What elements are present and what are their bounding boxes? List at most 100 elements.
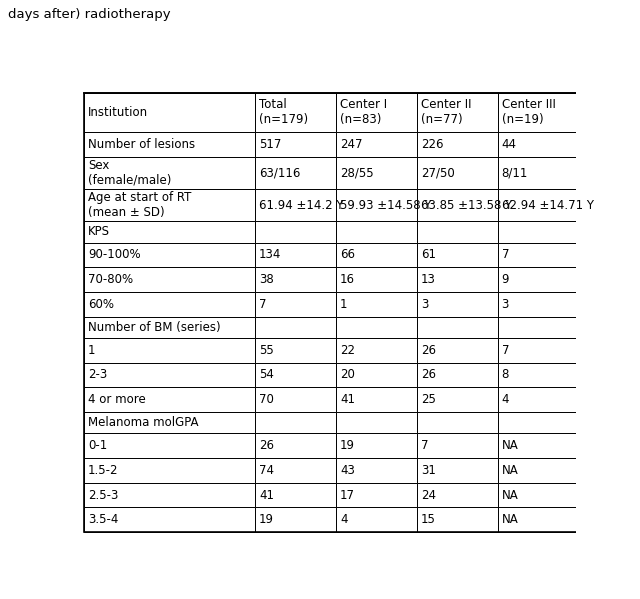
Bar: [498, 362, 579, 388]
Text: 15: 15: [420, 513, 436, 527]
Text: 63.85 ±13.58 Y: 63.85 ±13.58 Y: [420, 199, 512, 211]
Bar: [498, 93, 579, 132]
Text: NA: NA: [502, 489, 518, 501]
Text: 25: 25: [420, 393, 436, 406]
Text: 8/11: 8/11: [502, 167, 528, 179]
Bar: [255, 388, 336, 412]
Text: 7: 7: [502, 344, 509, 357]
Text: 0-1: 0-1: [88, 439, 107, 452]
Text: 8: 8: [502, 368, 509, 382]
Text: 517: 517: [259, 138, 282, 151]
Bar: [336, 267, 417, 292]
Bar: [498, 388, 579, 412]
Text: 1.5-2: 1.5-2: [88, 464, 118, 477]
Bar: [498, 189, 579, 221]
Text: 17: 17: [340, 489, 355, 501]
Bar: [84, 433, 255, 458]
Text: Center II
(n=77): Center II (n=77): [420, 98, 471, 126]
Text: Sex
(female/male): Sex (female/male): [88, 159, 172, 187]
Bar: [417, 267, 498, 292]
Bar: [255, 433, 336, 458]
Bar: [255, 132, 336, 157]
Bar: [417, 317, 498, 338]
Bar: [498, 292, 579, 317]
Text: 226: 226: [420, 138, 444, 151]
Text: 60%: 60%: [88, 298, 114, 311]
Bar: [255, 507, 336, 532]
Bar: [417, 362, 498, 388]
Bar: [255, 458, 336, 483]
Text: 7: 7: [420, 439, 428, 452]
Bar: [336, 317, 417, 338]
Text: 54: 54: [259, 368, 274, 382]
Bar: [498, 132, 579, 157]
Text: 247: 247: [340, 138, 362, 151]
Text: 4 or more: 4 or more: [88, 393, 146, 406]
Text: 70-80%: 70-80%: [88, 273, 133, 286]
Bar: [336, 458, 417, 483]
Text: 43: 43: [340, 464, 355, 477]
Text: NA: NA: [502, 513, 518, 527]
Text: 66: 66: [340, 249, 355, 261]
Text: 63/116: 63/116: [259, 167, 300, 179]
Bar: [84, 243, 255, 267]
Bar: [84, 189, 255, 221]
Text: days after) radiotherapy: days after) radiotherapy: [8, 8, 171, 22]
Bar: [255, 189, 336, 221]
Text: NA: NA: [502, 439, 518, 452]
Bar: [417, 388, 498, 412]
Bar: [498, 221, 579, 243]
Bar: [336, 388, 417, 412]
Bar: [498, 483, 579, 507]
Text: NA: NA: [502, 464, 518, 477]
Text: 55: 55: [259, 344, 274, 357]
Text: 59.93 ±14.58 Y: 59.93 ±14.58 Y: [340, 199, 431, 211]
Text: 4: 4: [502, 393, 509, 406]
Text: 2-3: 2-3: [88, 368, 107, 382]
Bar: [84, 412, 255, 433]
Bar: [255, 221, 336, 243]
Text: 9: 9: [502, 273, 509, 286]
Text: 3: 3: [502, 298, 509, 311]
Bar: [336, 221, 417, 243]
Bar: [84, 362, 255, 388]
Text: 61.94 ±14.2 Y: 61.94 ±14.2 Y: [259, 199, 344, 211]
Bar: [417, 157, 498, 189]
Bar: [255, 157, 336, 189]
Bar: [417, 93, 498, 132]
Bar: [498, 412, 579, 433]
Text: KPS: KPS: [88, 225, 110, 238]
Bar: [417, 433, 498, 458]
Bar: [417, 507, 498, 532]
Bar: [336, 157, 417, 189]
Bar: [498, 458, 579, 483]
Bar: [336, 93, 417, 132]
Bar: [336, 132, 417, 157]
Bar: [417, 412, 498, 433]
Text: Age at start of RT
(mean ± SD): Age at start of RT (mean ± SD): [88, 191, 191, 219]
Text: 61: 61: [420, 249, 436, 261]
Bar: [84, 132, 255, 157]
Text: 4: 4: [340, 513, 348, 527]
Text: 41: 41: [340, 393, 355, 406]
Bar: [84, 338, 255, 362]
Bar: [84, 388, 255, 412]
Bar: [336, 189, 417, 221]
Bar: [255, 338, 336, 362]
Bar: [84, 221, 255, 243]
Bar: [417, 132, 498, 157]
Bar: [84, 317, 255, 338]
Bar: [255, 267, 336, 292]
Bar: [255, 292, 336, 317]
Bar: [336, 433, 417, 458]
Bar: [255, 243, 336, 267]
Bar: [498, 157, 579, 189]
Text: 19: 19: [340, 439, 355, 452]
Bar: [498, 433, 579, 458]
Bar: [336, 243, 417, 267]
Bar: [498, 338, 579, 362]
Text: Number of BM (series): Number of BM (series): [88, 321, 221, 334]
Bar: [84, 292, 255, 317]
Text: Total
(n=179): Total (n=179): [259, 98, 308, 126]
Text: 44: 44: [502, 138, 516, 151]
